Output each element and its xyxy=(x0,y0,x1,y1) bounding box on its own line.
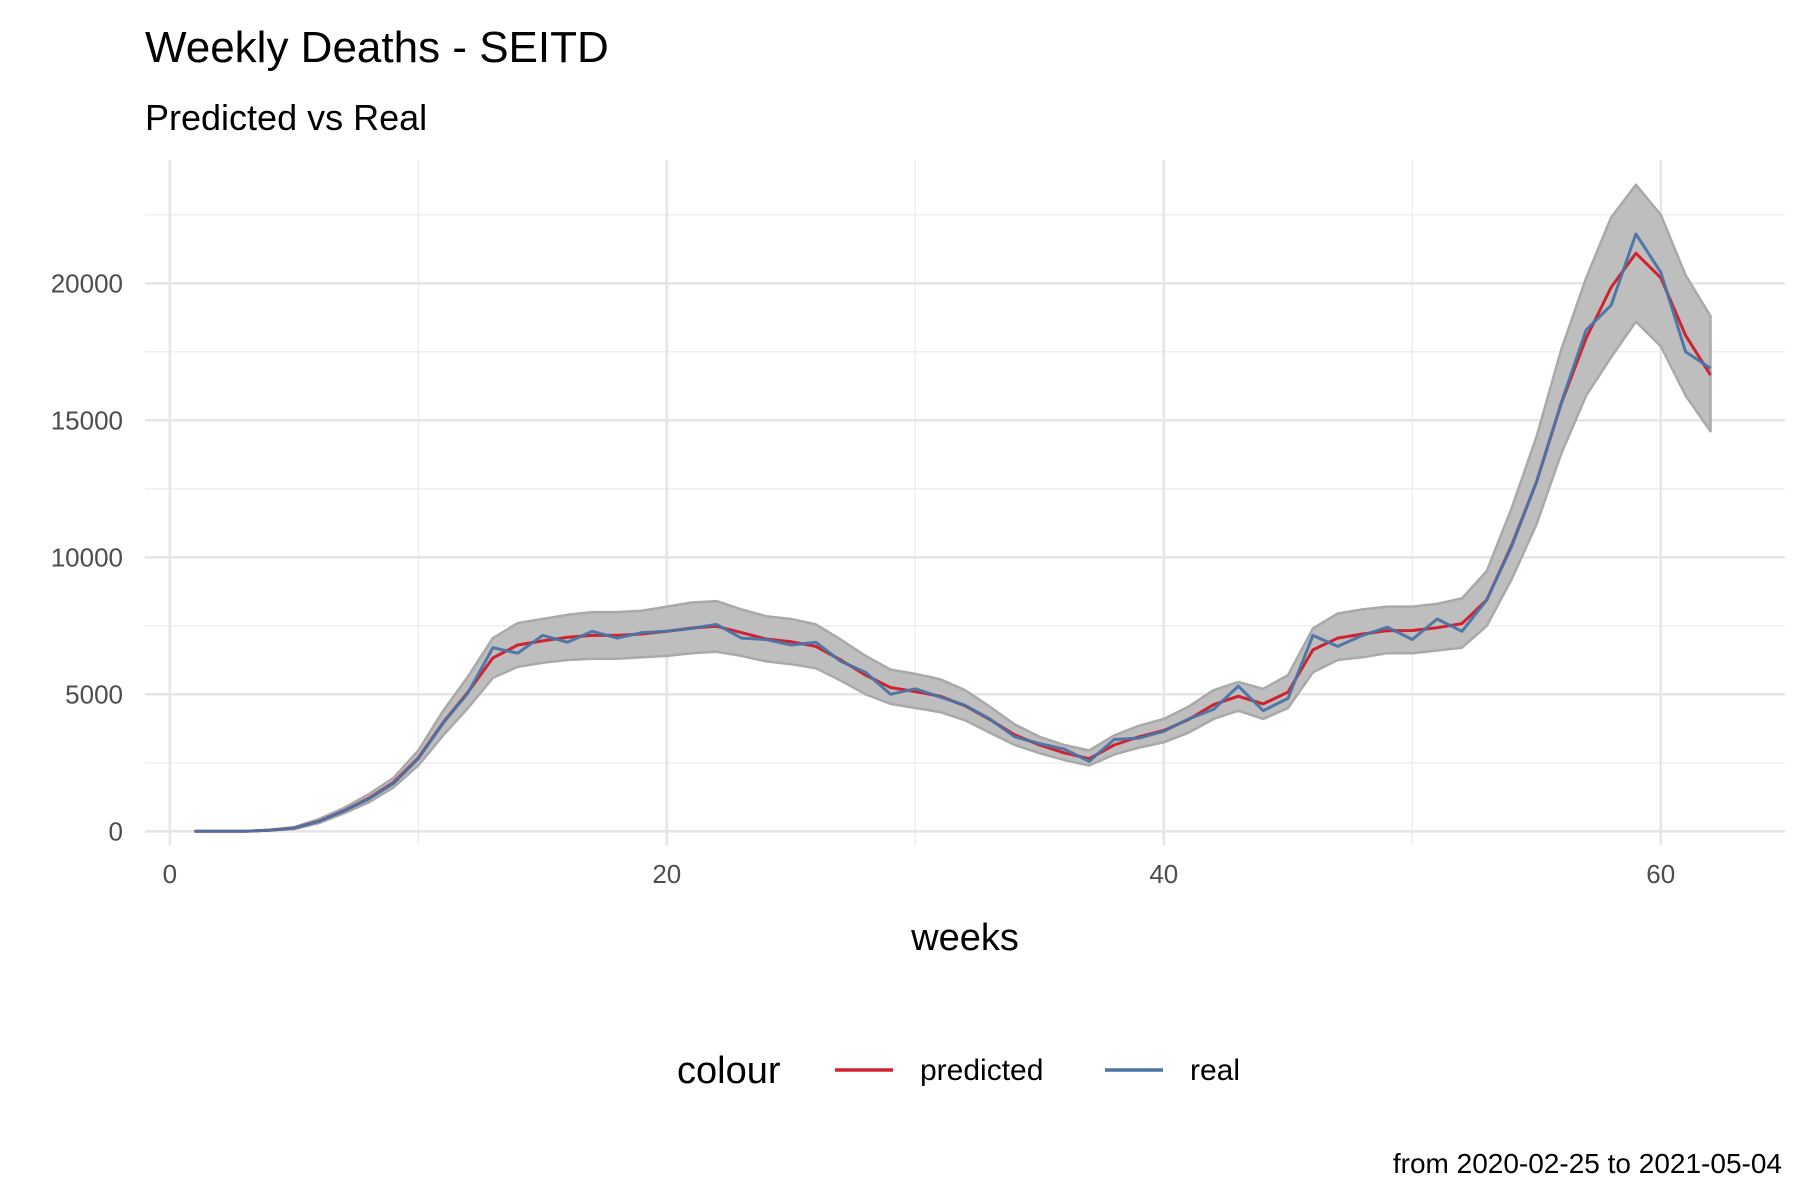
ribbon-band xyxy=(193,183,1712,833)
y-tick-label: 5000 xyxy=(65,679,123,709)
series-line-real xyxy=(194,232,1712,833)
chart-title: Weekly Deaths - SEITD xyxy=(145,23,609,72)
y-tick-label: 20000 xyxy=(51,268,123,298)
legend-label-real: real xyxy=(1190,1054,1240,1087)
x-tick-label: 40 xyxy=(1149,859,1178,889)
series-lines xyxy=(194,232,1712,833)
y-tick-label: 15000 xyxy=(51,405,123,435)
confidence-ribbon xyxy=(193,183,1712,833)
y-tick-label: 0 xyxy=(109,816,123,846)
legend: colour predicted real xyxy=(677,1050,1240,1092)
x-tick-label: 60 xyxy=(1646,859,1675,889)
x-axis-title: weeks xyxy=(910,917,1019,959)
legend-label-predicted: predicted xyxy=(920,1054,1043,1087)
chart-caption: from 2020-02-25 to 2021-05-04 xyxy=(1393,1148,1782,1179)
x-tick-label: 0 xyxy=(163,859,177,889)
axis-tick-labels: 0 20 40 60 0 5000 10000 15000 20000 xyxy=(51,268,1676,889)
x-tick-label: 20 xyxy=(652,859,681,889)
y-tick-label: 10000 xyxy=(51,542,123,572)
legend-title: colour xyxy=(677,1050,781,1092)
chart-subtitle: Predicted vs Real xyxy=(145,97,427,138)
